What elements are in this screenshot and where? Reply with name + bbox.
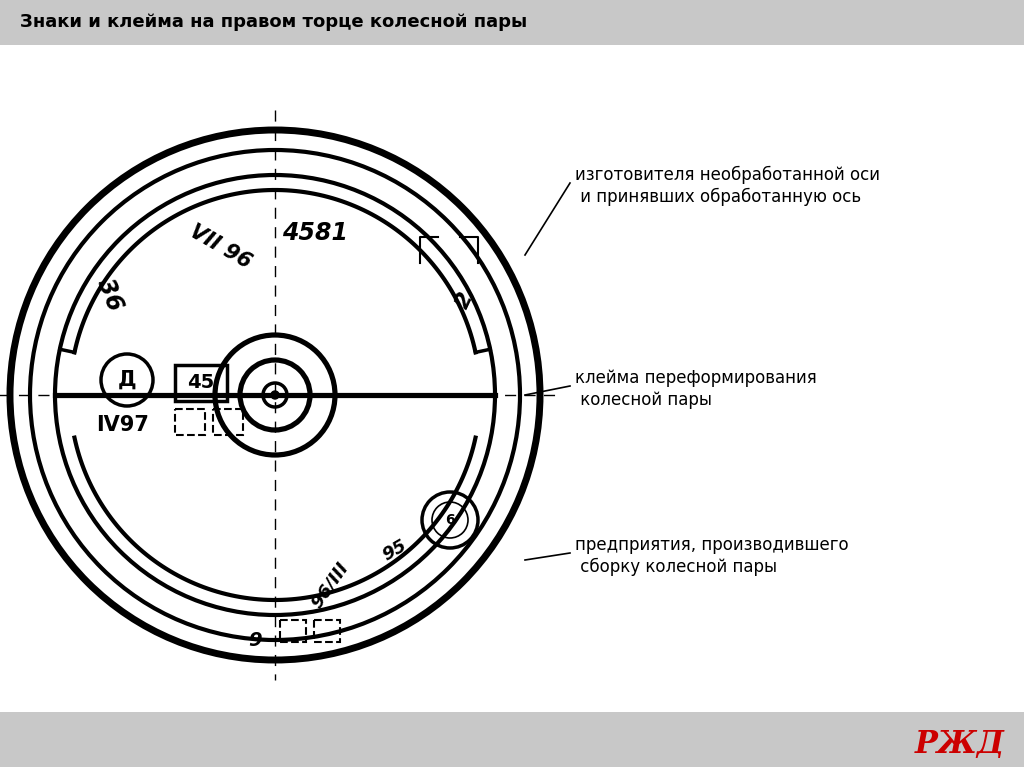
Bar — [0, 0, 1024, 45]
Text: колесной пары: колесной пары — [575, 391, 712, 409]
Circle shape — [271, 391, 279, 399]
Text: и принявших обработанную ось: и принявших обработанную ось — [575, 188, 861, 206]
Text: IV97: IV97 — [96, 415, 150, 435]
Text: предприятия, производившего: предприятия, производившего — [575, 536, 849, 554]
Text: 45: 45 — [187, 374, 215, 393]
Text: РЖД: РЖД — [915, 729, 1005, 761]
Text: VII 96: VII 96 — [185, 222, 254, 272]
Text: 36: 36 — [93, 275, 127, 314]
Circle shape — [263, 383, 287, 407]
Bar — [213, 409, 243, 435]
Bar — [175, 409, 205, 435]
Bar — [280, 620, 306, 642]
Text: 6: 6 — [445, 513, 455, 527]
Text: Знаки и клейма на правом торце колесной пары: Знаки и клейма на правом торце колесной … — [20, 13, 527, 31]
Text: клейма переформирования: клейма переформирования — [575, 369, 817, 387]
Text: 9: 9 — [248, 630, 262, 650]
Text: 96/III: 96/III — [308, 558, 352, 611]
Text: изготовителя необработанной оси: изготовителя необработанной оси — [575, 166, 880, 184]
Text: Д: Д — [118, 370, 136, 390]
Text: 4581: 4581 — [282, 221, 348, 245]
Text: 95: 95 — [380, 536, 411, 564]
Bar — [0, 712, 1024, 767]
Text: сборку колесной пары: сборку колесной пары — [575, 558, 777, 576]
Bar — [314, 620, 340, 642]
Bar — [175, 365, 227, 401]
Text: 2: 2 — [453, 288, 477, 311]
